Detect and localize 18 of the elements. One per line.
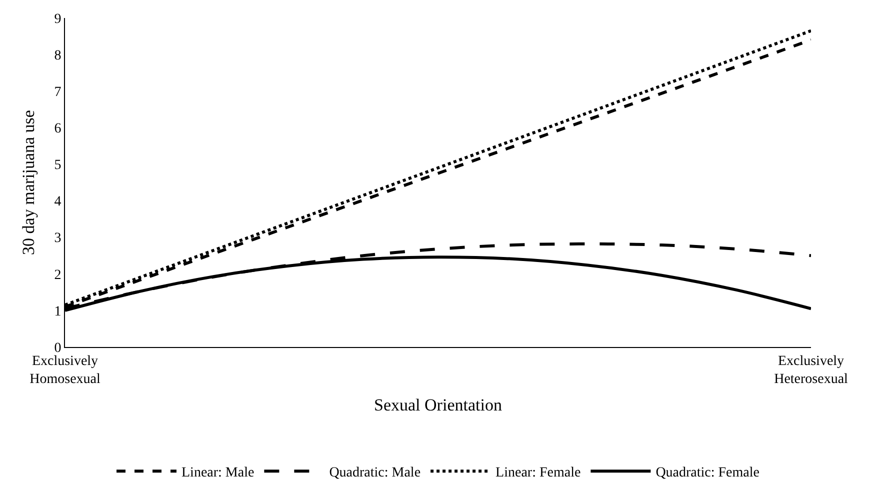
legend-label: Quadratic: Female [656, 466, 760, 481]
x-tick-label: Exclusively Homosexual [30, 354, 100, 387]
y-tick-label: 1 [54, 304, 62, 320]
legend-label: Quadratic: Male [329, 466, 421, 481]
y-tick-label: 9 [54, 12, 62, 27]
x-axis-title: Sexual Orientation [374, 395, 502, 414]
y-tick-label: 3 [54, 231, 62, 246]
x-tick-label: Exclusively Heterosexual [774, 354, 848, 387]
y-tick-label: 8 [54, 48, 62, 64]
y-tick-label: 2 [54, 268, 62, 283]
y-tick-label: 4 [54, 194, 62, 210]
y-tick-label: 6 [54, 122, 62, 137]
y-axis-title: 30 day marijuana use [18, 110, 38, 255]
y-tick-label: 5 [54, 158, 62, 174]
y-tick-label: 0 [54, 340, 62, 356]
legend-label: Linear: Female [496, 466, 581, 481]
legend-label: Linear: Male [182, 466, 254, 481]
y-tick-label: 7 [54, 85, 62, 100]
